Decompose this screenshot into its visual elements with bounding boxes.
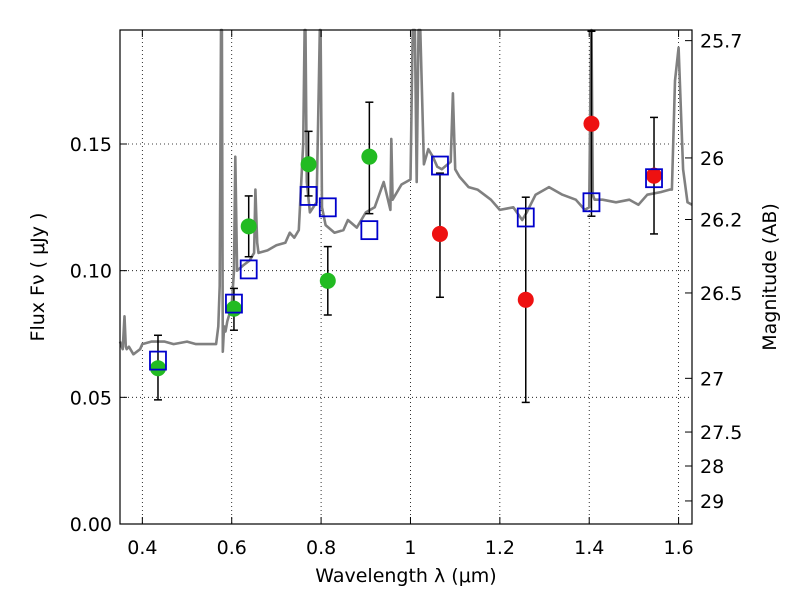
x-tick-label: 1.2 bbox=[485, 537, 515, 559]
error-bars-layer bbox=[153, 30, 659, 404]
y-tick-label: 0.15 bbox=[70, 134, 112, 156]
photometry-points-layer bbox=[149, 115, 663, 377]
data-point bbox=[240, 218, 257, 235]
data-point bbox=[149, 360, 166, 377]
data-point bbox=[431, 225, 448, 242]
x-axis-label: Wavelength λ (μm) bbox=[315, 565, 496, 587]
x-tick-label: 0.4 bbox=[127, 537, 157, 559]
x-tick-label: 1 bbox=[404, 537, 416, 559]
y-axis-label: Flux Fν ( μJy ) bbox=[27, 213, 49, 342]
template-point bbox=[149, 350, 167, 371]
grid-lines bbox=[120, 30, 692, 525]
mag-tick-label: 25.7 bbox=[700, 31, 742, 53]
template-points-layer bbox=[149, 155, 663, 371]
template-point bbox=[299, 186, 318, 206]
y-tick-label: 0.10 bbox=[70, 261, 112, 283]
data-point bbox=[300, 156, 317, 173]
data-point bbox=[517, 291, 534, 308]
template-point bbox=[239, 259, 258, 280]
template-point bbox=[225, 293, 243, 314]
mag-tick-label: 26 bbox=[700, 148, 724, 170]
x-tick-label: 0.6 bbox=[217, 537, 247, 559]
template-point bbox=[431, 155, 449, 176]
mag-tick-label: 27 bbox=[700, 368, 724, 390]
data-point bbox=[583, 115, 600, 132]
x-tick-label: 1.6 bbox=[663, 537, 693, 559]
mag-tick-label: 29 bbox=[700, 491, 724, 513]
template-spectrum-line bbox=[118, 28, 693, 356]
template-point bbox=[360, 220, 379, 241]
data-point bbox=[646, 167, 663, 184]
y2-axis-label: Magnitude (AB) bbox=[759, 203, 781, 351]
plot-frame bbox=[119, 29, 693, 525]
data-point bbox=[361, 148, 378, 165]
y-tick-label: 0.05 bbox=[70, 387, 112, 409]
mag-tick-label: 27.5 bbox=[700, 422, 742, 444]
template-point bbox=[516, 207, 535, 228]
data-point bbox=[319, 272, 336, 289]
x-tick-label: 0.8 bbox=[306, 537, 336, 559]
template-point bbox=[318, 197, 337, 218]
template-spectrum-layer bbox=[118, 28, 693, 356]
mag-tick-label: 26.5 bbox=[700, 283, 742, 305]
axis-ticks bbox=[120, 30, 692, 525]
tick-labels: 0.4 0.6 0.8 1 1.2 1.4 1.6 0.00 0.05 0.10 0.15 25.7 2… bbox=[70, 31, 743, 559]
template-point bbox=[582, 192, 601, 213]
y-tick-label: 0.00 bbox=[70, 514, 112, 536]
data-point bbox=[225, 300, 242, 317]
template-point bbox=[645, 168, 663, 189]
mag-tick-label: 26.2 bbox=[700, 209, 742, 231]
x-tick-label: 1.4 bbox=[574, 537, 604, 559]
mag-tick-label: 28 bbox=[700, 456, 724, 478]
